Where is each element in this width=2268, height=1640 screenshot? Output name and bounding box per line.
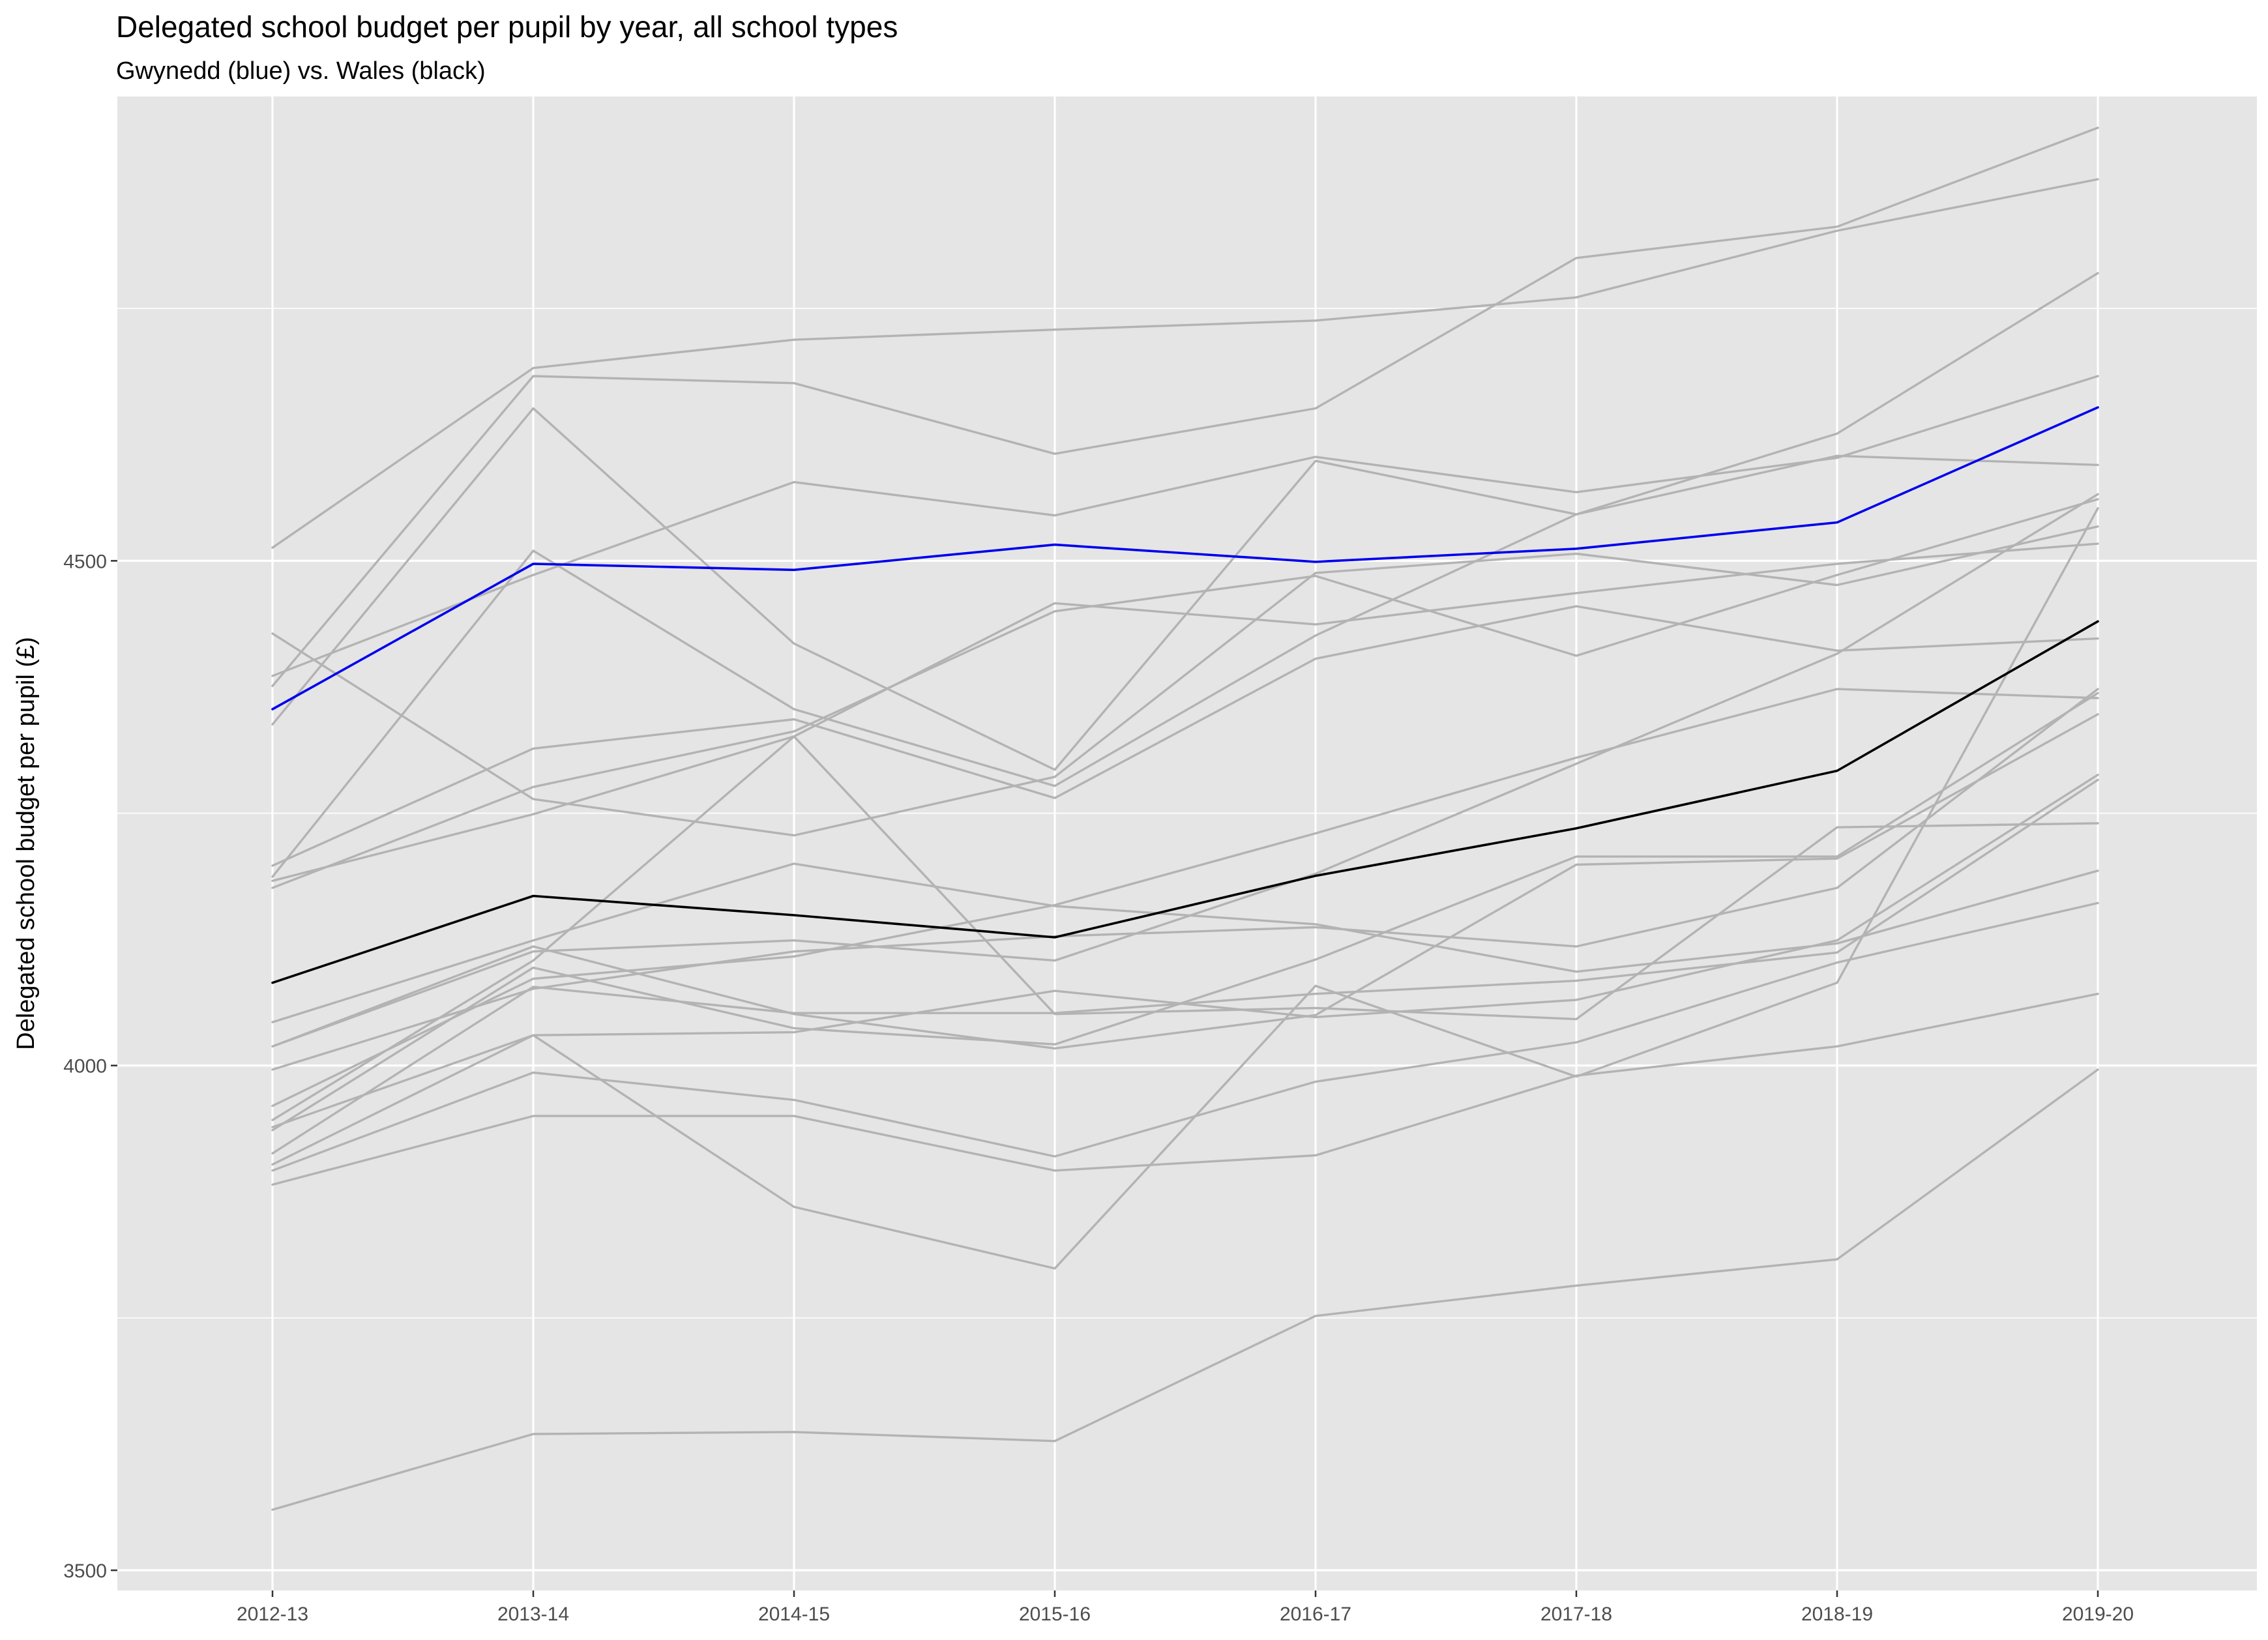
series-line-17 [271, 778, 2099, 1155]
series-line-4 [271, 525, 2099, 837]
axis-labels: 3500 4000 4500 2012-13 2013-14 2014-15 2015-16… [63, 551, 2134, 1625]
chart-subtitle: Gwynedd (blue) vs. Wales (black) [116, 57, 486, 85]
x-tick-label-2019-20: 2019-20 [2062, 1603, 2134, 1625]
series-line-6 [271, 605, 2099, 867]
series-line-21 [271, 1068, 2099, 1511]
x-tick-label-2012-13: 2012-13 [237, 1603, 308, 1625]
x-tick-label-2013-14: 2013-14 [497, 1603, 569, 1625]
series-line-13 [271, 688, 2099, 1107]
series-line-0 [271, 178, 2099, 549]
x-tick-label-2015-16: 2015-16 [1019, 1603, 1091, 1625]
series-line-20 [271, 507, 2099, 1270]
grid-minor [117, 308, 2257, 1319]
highlight-layer [271, 406, 2099, 984]
series-line-1 [271, 126, 2099, 688]
y-tick-label-4500: 4500 [63, 551, 107, 572]
series-line-10 [271, 688, 2099, 1071]
gwynedd-line [271, 406, 2099, 710]
series-line-15 [271, 692, 2099, 1132]
series-line-8 [271, 498, 2099, 889]
series-line-18 [271, 901, 2099, 1172]
x-tick-label-2016-17: 2016-17 [1280, 1603, 1351, 1625]
plot-panel [117, 96, 2257, 1590]
series-line-3 [271, 375, 2099, 677]
series-line-11 [271, 862, 2099, 1023]
y-tick-label-4000: 4000 [63, 1056, 107, 1077]
series-line-5 [271, 272, 2099, 878]
wales-line [271, 620, 2099, 984]
series-layer [271, 126, 2099, 1511]
series-line-14 [271, 735, 2099, 1122]
series-line-7 [271, 542, 2099, 883]
y-tick-label-3500: 3500 [63, 1560, 107, 1582]
chart-title: Delegated school budget per pupil by yea… [116, 10, 898, 44]
series-line-19 [271, 992, 2099, 1186]
x-tick-label-2017-18: 2017-18 [1540, 1603, 1612, 1625]
axis-ticks [111, 560, 2099, 1597]
series-line-2 [271, 407, 2099, 771]
x-tick-label-2014-15: 2014-15 [758, 1603, 830, 1625]
y-axis-title: Delegated school budget per pupil (£) [12, 637, 40, 1050]
x-tick-label-2018-19: 2018-19 [1801, 1603, 1873, 1625]
series-line-9 [271, 493, 2099, 1048]
